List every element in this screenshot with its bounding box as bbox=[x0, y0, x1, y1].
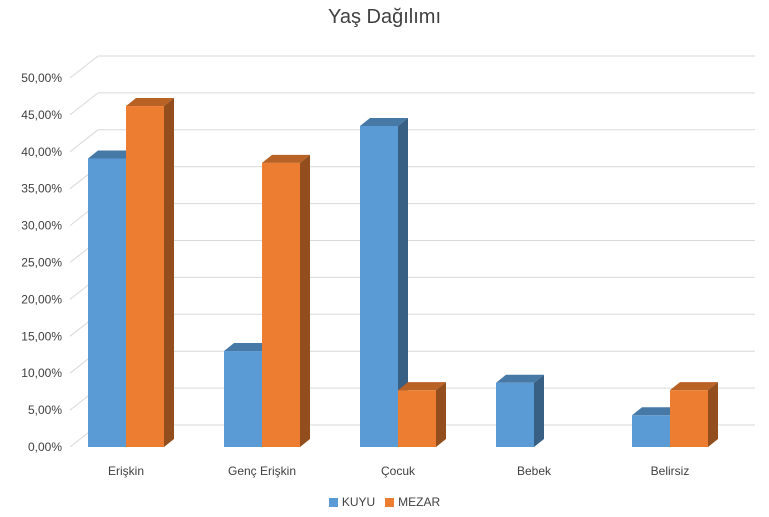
x-tick-label: Belirsiz bbox=[651, 464, 690, 478]
bar-top bbox=[262, 154, 310, 163]
y-tick-label: 15,00% bbox=[21, 329, 62, 343]
x-tick-label: Genç Erişkin bbox=[228, 464, 296, 478]
bar-front bbox=[398, 390, 436, 447]
x-tick-label: Bebek bbox=[517, 464, 552, 478]
chart-title: Yaş Dağılımı bbox=[328, 6, 441, 28]
bar-mezar-2 bbox=[398, 382, 446, 447]
x-tick-label: Çocuk bbox=[381, 464, 416, 478]
legend-item-kuyu: KUYU bbox=[328, 495, 376, 509]
bar-front bbox=[670, 390, 708, 447]
y-tick-label: 40,00% bbox=[21, 145, 62, 159]
legend-label-mezar: MEZAR bbox=[398, 495, 441, 509]
bar-mezar-1 bbox=[262, 154, 310, 447]
bar-front bbox=[632, 415, 670, 447]
y-tick-label: 35,00% bbox=[21, 182, 62, 196]
gridline bbox=[69, 55, 755, 79]
bar-top bbox=[496, 374, 544, 383]
y-tick-label: 20,00% bbox=[21, 292, 62, 306]
chart-legend: KUYU MEZAR bbox=[0, 495, 769, 509]
x-tick-label: Erişkin bbox=[108, 464, 144, 478]
bar-mezar-0 bbox=[126, 98, 174, 447]
legend-label-kuyu: KUYU bbox=[341, 495, 376, 509]
bar-front bbox=[224, 351, 262, 447]
y-tick-label: 30,00% bbox=[21, 219, 62, 233]
bar-side bbox=[708, 382, 718, 447]
bar-top bbox=[360, 117, 408, 126]
bar-side bbox=[436, 382, 446, 447]
bar-front bbox=[496, 382, 534, 447]
legend-swatch-kuyu bbox=[328, 497, 338, 507]
y-tick-label: 50,00% bbox=[21, 71, 62, 85]
bar-front bbox=[126, 106, 164, 447]
y-tick-label: 25,00% bbox=[21, 256, 62, 270]
bar-side bbox=[164, 98, 174, 447]
bar-top bbox=[126, 98, 174, 107]
bar-kuyu-2 bbox=[360, 117, 408, 447]
y-tick-label: 45,00% bbox=[21, 108, 62, 122]
bar-front bbox=[360, 125, 398, 447]
bar-kuyu-4 bbox=[632, 407, 680, 447]
legend-swatch-mezar bbox=[385, 497, 395, 507]
bar-kuyu-3 bbox=[496, 374, 544, 447]
bar-side bbox=[300, 154, 310, 447]
gridline bbox=[69, 92, 755, 116]
bar-side bbox=[398, 117, 408, 447]
bar-front bbox=[262, 162, 300, 447]
bar-top bbox=[670, 382, 718, 391]
y-tick-label: 10,00% bbox=[21, 366, 62, 380]
bar-top bbox=[632, 407, 680, 416]
bar-side bbox=[534, 374, 544, 447]
bar-top bbox=[398, 382, 446, 391]
legend-item-mezar: MEZAR bbox=[385, 495, 440, 509]
bar-top bbox=[88, 150, 136, 159]
bar-front bbox=[88, 158, 126, 447]
bar-mezar-4 bbox=[670, 382, 718, 447]
gridline bbox=[69, 129, 755, 153]
bar-top bbox=[224, 343, 272, 352]
y-tick-label: 5,00% bbox=[28, 403, 62, 417]
y-tick-label: 0,00% bbox=[28, 440, 62, 454]
